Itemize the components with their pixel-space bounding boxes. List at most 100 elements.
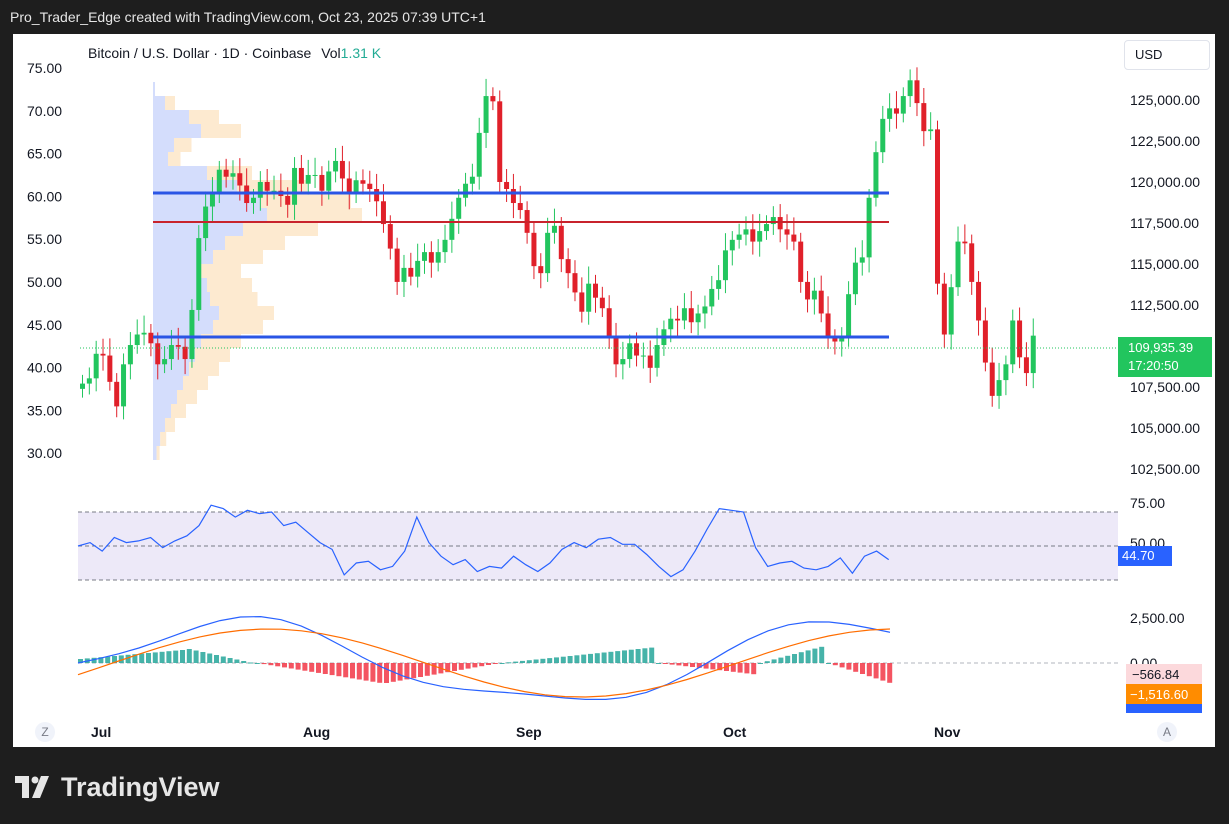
macd-histogram-bar <box>356 663 362 680</box>
candle-down <box>510 188 516 204</box>
candle-up <box>586 283 592 312</box>
zoom-reset-button[interactable]: Z <box>35 722 55 742</box>
candle-up <box>907 80 913 97</box>
macd-signal-badge: −1,516.60 <box>1126 684 1202 705</box>
candle-down <box>298 167 304 184</box>
tradingview-brand: TradingView <box>15 772 220 802</box>
tradingview-logo-icon <box>15 776 49 798</box>
candle-up <box>852 262 858 295</box>
candle-up <box>168 345 174 360</box>
candle-up <box>900 96 906 114</box>
macd-histogram-bar <box>479 663 485 667</box>
macd-histogram-bar <box>880 663 886 681</box>
candle-up <box>928 129 934 132</box>
macd-histogram-bar <box>98 657 104 663</box>
volume-profile-sell-bar <box>189 110 219 124</box>
volume-profile-sell-bar <box>189 362 219 376</box>
volume-profile-buy-bar <box>153 166 207 180</box>
macd-histogram-bar <box>764 661 770 663</box>
candle-up <box>189 309 195 360</box>
macd-histogram-bar <box>832 663 838 666</box>
volume-profile-buy-bar <box>153 194 261 208</box>
macd-histogram-badge: −566.84 <box>1126 664 1202 685</box>
candle-down <box>962 241 968 244</box>
macd-histogram-bar <box>560 656 566 663</box>
auto-scale-button[interactable]: A <box>1157 722 1177 742</box>
volume-profile-sell-bar <box>171 404 186 418</box>
candle-up <box>353 180 359 195</box>
volume-profile-sell-bar <box>201 124 241 138</box>
volume-profile-buy-bar <box>153 320 213 334</box>
candle-up <box>469 176 475 184</box>
candle-up <box>1003 364 1009 381</box>
macd-histogram-bar <box>751 663 757 675</box>
left-axis-tick-label: 60.00 <box>27 188 62 204</box>
macd-histogram-bar <box>520 660 525 663</box>
macd-histogram-bar <box>397 663 403 681</box>
candle-up <box>681 308 687 321</box>
candle-up <box>476 132 482 177</box>
volume-profile-buy-bar <box>153 180 237 194</box>
macd-histogram-bar <box>805 650 811 663</box>
macd-histogram-bar <box>554 657 559 663</box>
candle-up <box>401 267 407 282</box>
candle-up <box>873 152 879 198</box>
candle-up <box>483 96 489 133</box>
macd-histogram-bar <box>105 656 111 663</box>
volume-profile-buy-bar <box>153 96 165 110</box>
candle-up <box>435 252 441 263</box>
price-axis-tick-label: 120,000.00 <box>1130 174 1200 190</box>
candle-down <box>818 290 824 314</box>
candle-down <box>107 355 113 382</box>
volume-profile-buy-bar <box>153 432 161 446</box>
snapshot-caption: Pro_Trader_Edge created with TradingView… <box>10 9 486 25</box>
macd-histogram-bar <box>200 652 206 663</box>
macd-histogram-bar <box>588 653 593 663</box>
macd-histogram-bar <box>499 663 505 664</box>
macd-histogram-bar <box>404 663 410 680</box>
candle-down <box>237 173 243 186</box>
macd-histogram-bar <box>125 654 131 663</box>
macd-axis-label: 2,500.00 <box>1130 610 1185 626</box>
candle-down <box>935 129 940 284</box>
volume-value: 1.31 K <box>340 45 382 61</box>
candle-down <box>784 229 790 235</box>
macd-histogram-bar <box>234 659 240 663</box>
chart-canvas[interactable]: 75.00 70.00 65.00 60.00 55.00 50.00 45.00 40.00… <box>13 34 1215 747</box>
macd-histogram-bar <box>873 663 879 679</box>
candle-down <box>538 266 544 274</box>
candle-up <box>736 234 742 240</box>
macd-histogram-bar <box>730 663 736 672</box>
candle-up <box>839 338 845 342</box>
volume-profile-buy-bar <box>153 264 201 278</box>
candle-down <box>182 346 188 360</box>
candle-down <box>825 313 831 339</box>
macd-histogram-bar <box>717 663 723 671</box>
candle-up <box>955 241 961 288</box>
left-axis-tick-label: 45.00 <box>27 317 62 333</box>
macd-histogram-bar <box>207 653 213 663</box>
volume-profile-buy-bar <box>153 222 243 236</box>
macd-histogram-bar <box>472 663 478 668</box>
candle-down <box>976 281 982 321</box>
volume-profile-sell-bar <box>168 152 181 166</box>
macd-histogram-bar <box>601 652 607 663</box>
macd-histogram-bar <box>465 663 471 669</box>
price-axis-tick-label: 115,000.00 <box>1130 256 1199 272</box>
macd-histogram-bar <box>322 663 328 674</box>
macd-histogram-bar <box>78 659 83 663</box>
candle-up <box>463 183 469 198</box>
volume-profile-sell-bar <box>237 180 307 194</box>
candle-down <box>175 345 181 347</box>
volume-profile-buy-bar <box>153 250 213 264</box>
macd-histogram-bar <box>506 662 512 664</box>
macd-histogram-bar <box>118 655 124 663</box>
left-axis-tick-label: 35.00 <box>27 402 62 418</box>
volume-profile-sell-bar <box>160 432 167 446</box>
left-axis-tick-label: 65.00 <box>27 146 62 162</box>
candle-up <box>887 108 893 119</box>
macd-histogram-bar <box>710 663 716 670</box>
volume-profile-buy-bar <box>153 82 155 96</box>
currency-button[interactable]: USD <box>1124 40 1210 70</box>
macd-histogram-bar <box>744 663 750 674</box>
